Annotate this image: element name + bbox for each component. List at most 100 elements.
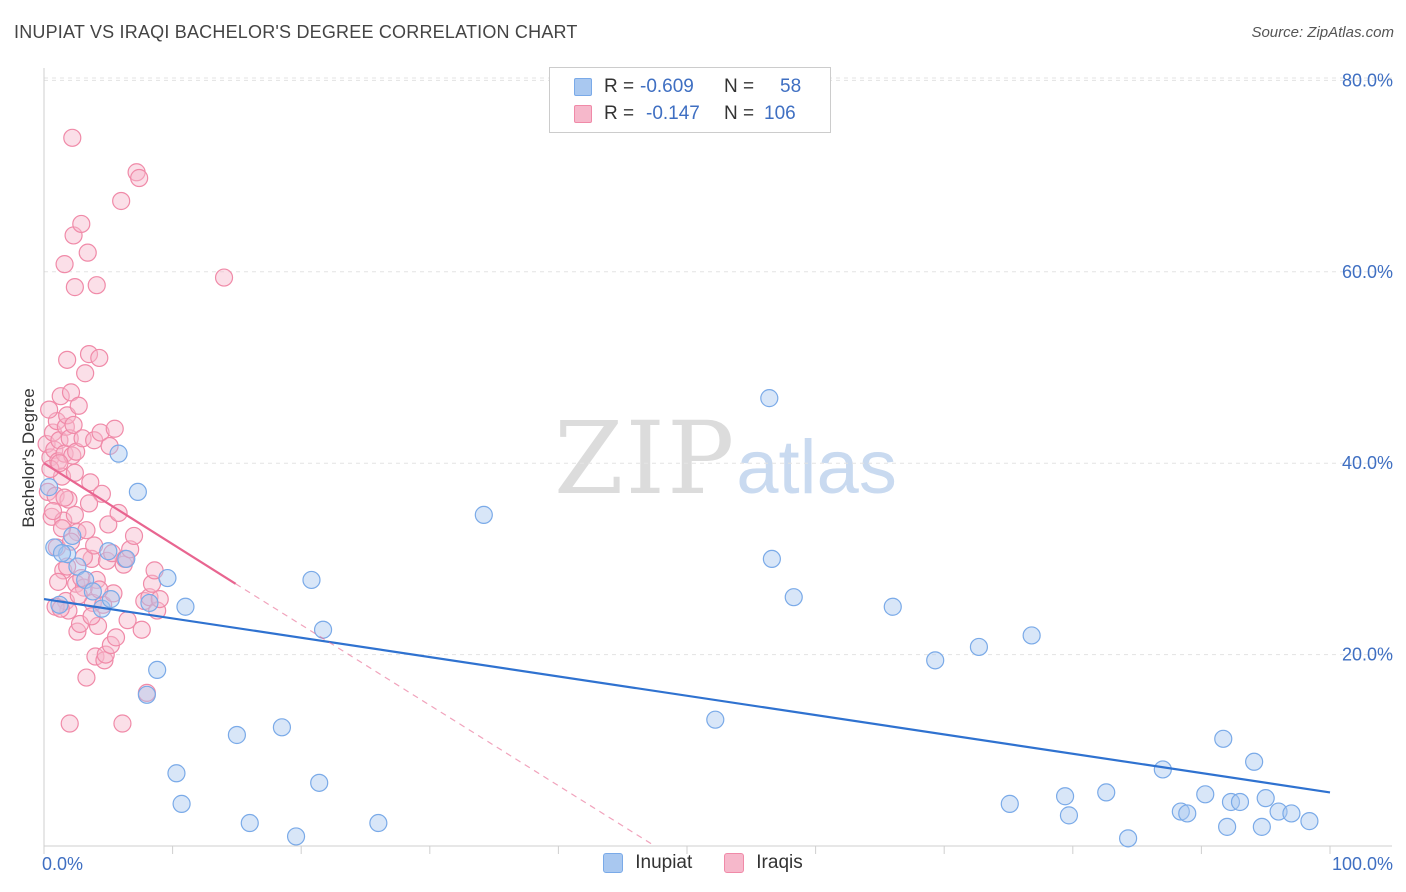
inupiat-point [302,570,321,590]
x-tick-label-min: 0.0% [42,854,83,874]
iraqis-n-label: N = [724,103,755,124]
inupiat-point [1153,760,1172,779]
chart-title: INUPIAT VS IRAQI BACHELOR'S DEGREE CORRE… [14,22,578,42]
watermark-atlas: atlas [736,425,897,510]
inupiat-point [760,389,779,408]
iraqis-r-value: -0.147 [646,103,700,124]
iraqis-point [40,400,59,419]
legend-item-iraqis[interactable]: Iraqis [724,852,803,874]
inupiat-points [40,389,1319,848]
inupiat-point [369,813,388,833]
iraqis-point [78,243,97,262]
iraqis-point [72,214,91,234]
axis-labels: 20.0% 40.0% 60.0% 80.0% 0.0% 100.0% Bachelor's… [19,70,1393,874]
legend-row-inupiat: R = -0.609 N = 58 [574,74,801,100]
y-axis-title: Bachelor's Degree [19,388,38,527]
iraqis-point [99,515,118,534]
inupiat-point [148,660,167,680]
iraqis-point [112,191,131,211]
watermark-zip: ZIP [554,400,737,517]
inupiat-point [137,685,156,704]
iraqis-legend-label: Iraqis [756,852,803,873]
inupiat-point [1282,804,1301,823]
inupiat-point [1230,792,1250,812]
iraqis-point [95,651,114,670]
iraqis-point [73,429,92,448]
iraqis-point [65,278,84,297]
iraqis-point [58,350,77,369]
iraqis-point [96,645,115,664]
inupiat-r-value: -0.609 [640,76,694,97]
inupiat-point [101,589,120,609]
y-tick-label: 20.0% [1342,645,1393,665]
inupiat-point [272,718,292,737]
iraqis-point [132,620,151,639]
inupiat-point [706,710,725,729]
iraqis-point [76,364,95,383]
iraqis-point [91,423,110,442]
iraqis-point [105,419,124,438]
inupiat-point [117,549,136,569]
iraqis-point [43,501,63,521]
inupiat-point [68,557,87,576]
watermark: ZIPatlas [554,400,897,517]
inupiat-point [474,505,493,524]
inupiat-point [310,773,329,792]
inupiat-point [1196,785,1215,804]
inupiat-n-value: 58 [780,76,802,97]
inupiat-point [1214,729,1233,748]
iraqis-point [79,345,99,364]
inupiat-point [172,794,191,813]
inupiat-point [40,478,59,497]
inupiat-point [1022,626,1041,645]
iraqis-point [65,505,84,524]
iraqis-point [42,507,61,526]
iraqis-points [37,128,234,733]
iraqis-point [87,276,106,295]
iraqis-swatch [574,105,592,123]
inupiat-point [1171,802,1190,821]
inupiat-point [167,764,186,783]
iraqis-point [45,440,64,459]
inupiat-point [1118,829,1138,848]
iraqis-r-label: R = [604,103,635,124]
inupiat-point [50,595,69,614]
iraqis-point [88,616,108,635]
iraqis-point [69,396,88,415]
inupiat-point [58,545,77,564]
inupiat-point [1256,789,1275,808]
inupiat-point [286,827,306,846]
inupiat-trend-line [43,598,1331,794]
iraqis-trend-extension [235,583,656,847]
inupiat-point [1300,812,1319,831]
iraqis-point [58,557,77,576]
iraqis-point [106,628,126,647]
inupiat-point [313,620,333,639]
iraqis-point [82,607,101,626]
inupiat-point [83,582,102,601]
inupiat-point [1218,817,1237,836]
iraqis-point [214,268,234,287]
inupiat-point [1245,752,1264,771]
inupiat-point [176,597,195,616]
inupiat-legend-swatch [603,853,624,873]
source-label: Source: ZipAtlas.com [1251,24,1394,41]
inupiat-n-label: N = [724,76,755,97]
iraqis-point [81,473,100,492]
iraqis-trend-line [43,462,237,585]
inupiat-point [140,593,159,613]
iraqis-point [113,714,132,733]
iraqis-point [121,540,140,559]
inupiat-legend-label: Inupiat [635,852,693,873]
y-tick-label: 80.0% [1342,70,1393,90]
inupiat-point [1097,783,1116,802]
inupiat-point [99,542,118,561]
inupiat-r-label: R = [604,76,635,97]
iraqis-point [64,415,83,435]
legend-item-inupiat[interactable]: Inupiat [603,852,692,874]
y-tick-label: 40.0% [1342,453,1393,473]
iraqis-legend-swatch [724,853,745,873]
iraqis-point [55,255,74,274]
inupiat-point [1055,787,1075,806]
